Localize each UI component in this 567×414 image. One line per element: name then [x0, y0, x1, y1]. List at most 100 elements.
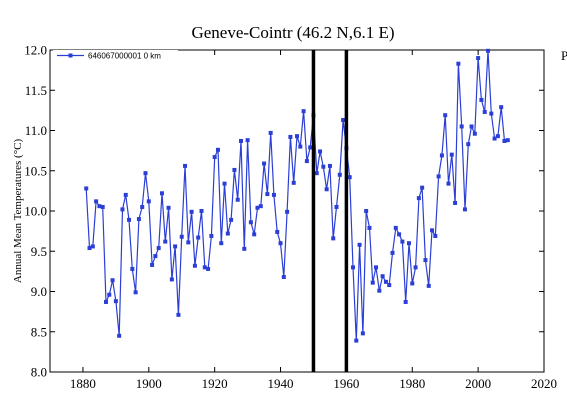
- data-point: [235, 197, 240, 202]
- data-point: [110, 278, 115, 283]
- data-point: [239, 138, 244, 143]
- data-point: [486, 48, 491, 53]
- data-point: [183, 163, 188, 168]
- data-point: [502, 138, 507, 143]
- data-point: [173, 244, 178, 249]
- data-point: [169, 277, 174, 282]
- data-point: [426, 283, 431, 288]
- x-tick-label: 1920: [202, 376, 228, 391]
- data-point: [103, 299, 108, 304]
- data-point: [357, 242, 362, 247]
- axes: 8.0 8.5 9.0 9.5 10.0 10.5 11.0 11.5 12.0 1880 1900…: [24, 43, 557, 392]
- data-point: [291, 180, 296, 185]
- data-point: [271, 192, 276, 197]
- data-point: [262, 161, 267, 166]
- data-point: [120, 207, 125, 212]
- data-point: [97, 204, 102, 209]
- data-point: [482, 109, 487, 114]
- data-point: [495, 134, 500, 139]
- x-tick-label: 1880: [70, 376, 96, 391]
- data-point: [436, 174, 441, 179]
- data-point: [304, 159, 309, 164]
- data-point: [400, 239, 405, 244]
- data-point: [206, 266, 211, 271]
- data-point: [321, 164, 326, 169]
- data-point: [397, 232, 402, 237]
- data-point: [318, 149, 323, 154]
- data-point: [433, 233, 438, 238]
- data-point: [505, 138, 510, 143]
- data-point: [252, 232, 257, 237]
- data-point: [410, 281, 415, 286]
- data-point: [327, 163, 332, 168]
- y-tick-label: 11.0: [25, 123, 47, 138]
- reference-lines: [311, 50, 349, 372]
- y-tick-label: 11.5: [25, 83, 47, 98]
- data-point: [159, 191, 164, 196]
- data-point: [350, 265, 355, 270]
- data-point: [199, 209, 204, 213]
- data-point: [156, 246, 161, 251]
- data-point: [383, 279, 388, 284]
- x-tick-label: 2020: [531, 376, 557, 391]
- legend: 646067000001 0 km: [53, 50, 178, 61]
- data-point: [133, 290, 138, 295]
- data-point: [406, 241, 411, 246]
- data-point: [370, 280, 375, 285]
- data-point: [416, 196, 421, 201]
- data-point: [331, 236, 336, 241]
- data-point: [499, 105, 504, 110]
- data-point: [225, 231, 230, 236]
- data-point: [281, 275, 286, 280]
- data-point: [459, 124, 464, 129]
- data-point: [127, 217, 132, 222]
- corner-text: P: [561, 48, 567, 63]
- data-point: [136, 217, 141, 222]
- data-point: [163, 239, 168, 244]
- data-point: [130, 266, 135, 271]
- y-tick-label: 9.0: [31, 284, 47, 299]
- y-axis-label: Annual Mean Temperatures (°C): [12, 139, 24, 284]
- data-point: [192, 263, 197, 268]
- data-point: [140, 204, 145, 209]
- data-point: [420, 185, 425, 190]
- data-point: [489, 111, 494, 116]
- data-point: [255, 205, 260, 210]
- data-point: [100, 204, 105, 209]
- data-point: [87, 246, 92, 251]
- data-point: [219, 241, 224, 246]
- data-point: [288, 134, 293, 139]
- legend-box: [53, 50, 178, 61]
- data-point: [367, 225, 372, 230]
- data-point: [476, 56, 481, 61]
- data-point: [153, 254, 158, 259]
- data-point: [466, 142, 471, 147]
- data-point: [143, 171, 148, 176]
- data-point: [179, 234, 184, 239]
- data-point: [258, 204, 263, 209]
- data-point: [212, 155, 217, 160]
- data-point: [186, 240, 191, 245]
- data-point: [354, 338, 359, 343]
- data-point: [377, 288, 382, 293]
- legend-marker: [68, 53, 73, 58]
- series-layer: [84, 48, 510, 343]
- y-tick-label: 10.5: [24, 163, 47, 178]
- data-point: [209, 233, 214, 238]
- data-point: [301, 109, 306, 114]
- data-point: [308, 145, 313, 150]
- data-point: [390, 250, 395, 255]
- data-point: [360, 331, 365, 336]
- data-point: [443, 113, 448, 118]
- data-point: [150, 262, 155, 267]
- data-point: [472, 131, 477, 136]
- data-point: [413, 265, 418, 270]
- data-point: [403, 299, 408, 304]
- data-point: [94, 199, 99, 204]
- data-point: [430, 228, 435, 233]
- data-point: [439, 153, 444, 158]
- data-point: [469, 124, 474, 129]
- data-point: [341, 118, 346, 123]
- data-point: [387, 283, 392, 288]
